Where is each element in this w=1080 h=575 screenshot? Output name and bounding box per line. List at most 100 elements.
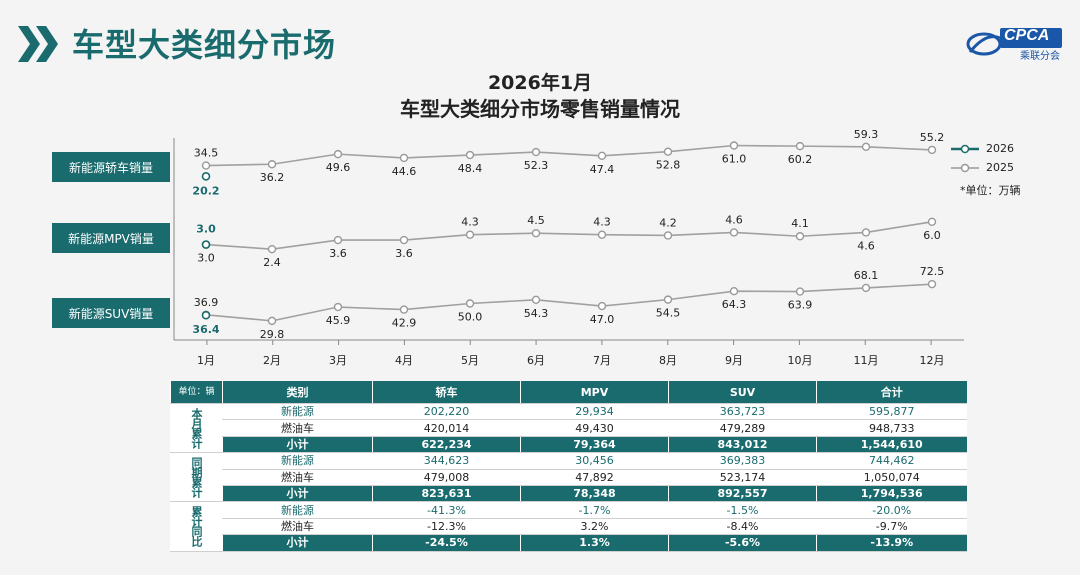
x-tick-label: 2月: [263, 354, 281, 367]
table-row: 累计同比 新能源 -41.3% -1.7% -1.5% -20.0%: [170, 501, 967, 552]
data-point-2025: [927, 279, 937, 289]
header-suv: SUV: [668, 381, 817, 404]
table-cell: -12.3%: [372, 518, 521, 536]
legend-item-2026: 2026: [950, 139, 1014, 158]
data-label-2025: 63.9: [788, 299, 813, 312]
row-category: 燃油车: [222, 469, 373, 486]
row-category: 小计: [222, 485, 373, 503]
group-label: 累计同比: [170, 501, 223, 552]
data-label-2025: 54.3: [524, 307, 549, 320]
table-cell: 948,733: [816, 419, 967, 437]
table-cell: 420,014: [372, 419, 521, 437]
data-label-2025: 54.5: [656, 307, 681, 320]
data-label-2025: 3.6: [329, 247, 347, 260]
table-cell: 30,456: [520, 452, 669, 470]
logo-text: CPCA: [1004, 27, 1050, 44]
series-line-2025: [205, 283, 933, 322]
data-label-2025: 3.6: [395, 247, 413, 260]
header-sedan: 轿车: [372, 381, 521, 404]
group-label: 同期累计: [170, 452, 223, 503]
table-cell: 595,877: [816, 403, 967, 421]
data-point-2025: [267, 316, 277, 326]
data-point-2025: [333, 302, 343, 312]
data-point-2025: [861, 228, 871, 237]
table-cell: -8.4%: [668, 518, 817, 536]
data-point-2025: [399, 235, 409, 245]
legend: 2026 2025: [950, 139, 1014, 177]
data-label-2025: 4.2: [659, 216, 677, 229]
series-line-2025: [205, 144, 933, 167]
table-row: 本月累计 新能源 202,220 29,934 363,723 595,877: [170, 403, 967, 454]
line-chart: 1月 2月 3月 4月 5月 6月 7月 8月 9月 10月 11月 12月 34.5 36.2 49.6 4…: [173, 128, 964, 367]
data-point-2025: [663, 295, 673, 304]
table-row: 小计 823,631 78,348 892,557 1,794,536: [171, 485, 967, 503]
data-point-2025: [399, 305, 409, 314]
data-label-2025: 44.6: [392, 165, 417, 178]
data-label-2025: 6.0: [923, 229, 941, 242]
row-category: 燃油车: [222, 518, 373, 536]
table-cell: -5.6%: [668, 534, 817, 552]
data-point-2025: [729, 228, 739, 237]
chevron-right-icon: [18, 26, 58, 62]
legend-swatch-2025: [951, 163, 979, 172]
x-tick-label: 3月: [329, 354, 347, 367]
table-cell: -1.7%: [520, 501, 669, 519]
data-label-2025: 52.8: [656, 159, 681, 172]
x-tick-label: 7月: [593, 354, 611, 367]
table-cell: 479,008: [372, 469, 521, 486]
data-label-2025: 47.0: [590, 313, 615, 326]
row-category: 燃油车: [222, 419, 373, 437]
data-point-2025: [333, 149, 343, 159]
data-label-2025: 64.3: [722, 298, 747, 311]
table-unit: 单位：辆: [170, 381, 223, 404]
header-category: 类别: [222, 381, 373, 404]
data-point-2025: [861, 142, 871, 151]
table-cell: -24.5%: [372, 534, 521, 552]
table-cell: 344,623: [372, 452, 521, 470]
data-point-2025: [465, 299, 475, 308]
table-cell: -13.9%: [816, 534, 967, 552]
table-header-row: 单位：辆 类别 轿车 MPV SUV 合计: [170, 381, 967, 404]
table-cell: 3.2%: [520, 518, 669, 536]
x-tick-label: 10月: [788, 354, 813, 367]
data-label-2025: 48.4: [458, 162, 483, 175]
data-label-2025: 4.3: [593, 216, 611, 229]
table-cell: 843,012: [668, 436, 817, 454]
data-point-2025: [597, 151, 607, 160]
table-row: 燃油车 -12.3% 3.2% -8.4% -9.7%: [171, 518, 967, 536]
unit-note: *单位：万辆: [960, 184, 1021, 197]
legend-swatch-2026: [951, 144, 979, 153]
x-tick-label: 8月: [659, 354, 677, 367]
table-cell: 202,220: [372, 403, 521, 421]
row-category: 小计: [222, 534, 373, 552]
table-cell: 523,174: [668, 469, 817, 486]
data-point-2025: [201, 161, 211, 170]
table-cell: 823,631: [372, 485, 521, 503]
data-label-2025: 36.9: [194, 296, 219, 309]
data-label-2025: 34.5: [194, 147, 219, 160]
data-point-2025: [465, 150, 475, 160]
table-row: 同期累计 新能源 344,623 30,456 369,383 744,462: [170, 452, 967, 503]
data-point-2025: [927, 145, 937, 155]
x-tick-label: 9月: [725, 354, 743, 367]
table-cell: 892,557: [668, 485, 817, 503]
data-label-2025: 72.5: [920, 265, 945, 278]
data-label-2025: 4.6: [725, 213, 743, 226]
data-point-2025: [729, 141, 739, 150]
data-label-2025: 68.1: [854, 269, 879, 282]
data-point-2025: [399, 153, 409, 163]
table-cell: -20.0%: [816, 501, 967, 519]
data-label-2025: 3.0: [197, 252, 215, 265]
data-label-2025: 4.3: [461, 216, 479, 229]
table-cell: -1.5%: [668, 501, 817, 519]
table-cell: 744,462: [816, 452, 967, 470]
x-tick-label: 5月: [461, 354, 479, 367]
x-tick-label: 1月: [197, 354, 215, 367]
x-tick-label: 6月: [527, 354, 545, 367]
data-point-2025: [267, 160, 277, 169]
data-point-2025: [465, 230, 475, 239]
table-row: 小计 -24.5% 1.3% -5.6% -13.9%: [171, 534, 967, 552]
x-tick-label: 12月: [920, 354, 945, 367]
data-label-2025: 4.5: [527, 214, 545, 227]
legend-label-2026: 2026: [986, 142, 1014, 155]
